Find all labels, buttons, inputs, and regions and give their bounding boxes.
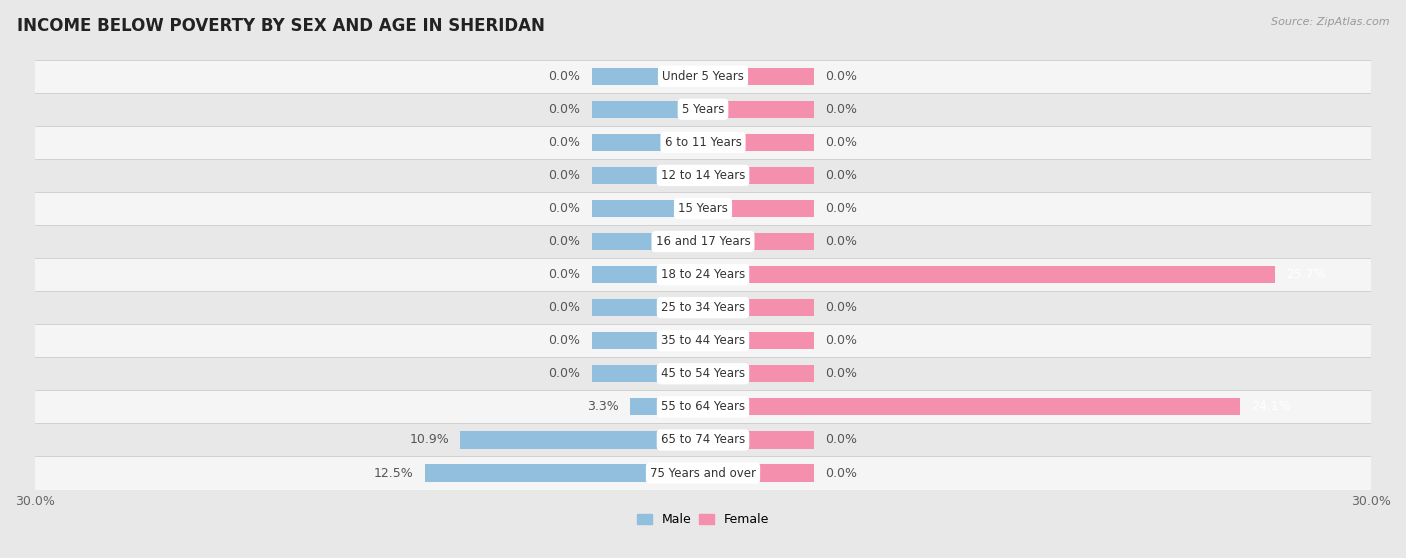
- Bar: [703, 167, 814, 184]
- Bar: [35, 93, 1371, 126]
- Bar: [35, 456, 1371, 489]
- Bar: [425, 464, 703, 482]
- Text: 10.9%: 10.9%: [409, 434, 449, 446]
- Text: 55 to 64 Years: 55 to 64 Years: [661, 401, 745, 413]
- Bar: [35, 357, 1371, 391]
- Bar: [35, 391, 1371, 424]
- Bar: [703, 332, 814, 349]
- Bar: [703, 266, 1275, 283]
- Text: 45 to 54 Years: 45 to 54 Years: [661, 367, 745, 381]
- Bar: [703, 464, 814, 482]
- Bar: [592, 100, 703, 118]
- Bar: [592, 200, 703, 217]
- Bar: [35, 225, 1371, 258]
- Bar: [592, 332, 703, 349]
- Text: 3.3%: 3.3%: [586, 401, 619, 413]
- Bar: [703, 200, 814, 217]
- Bar: [592, 167, 703, 184]
- Text: 0.0%: 0.0%: [548, 334, 581, 347]
- Bar: [35, 424, 1371, 456]
- Text: 25 to 34 Years: 25 to 34 Years: [661, 301, 745, 314]
- Bar: [592, 365, 703, 382]
- Text: 0.0%: 0.0%: [548, 202, 581, 215]
- Text: Source: ZipAtlas.com: Source: ZipAtlas.com: [1271, 17, 1389, 27]
- Bar: [35, 192, 1371, 225]
- Text: 0.0%: 0.0%: [825, 301, 858, 314]
- Bar: [703, 68, 814, 85]
- Text: 0.0%: 0.0%: [825, 434, 858, 446]
- Text: Under 5 Years: Under 5 Years: [662, 70, 744, 83]
- Bar: [703, 233, 814, 250]
- Text: 0.0%: 0.0%: [825, 466, 858, 479]
- Bar: [35, 258, 1371, 291]
- Text: 75 Years and over: 75 Years and over: [650, 466, 756, 479]
- Text: 25.7%: 25.7%: [1286, 268, 1326, 281]
- Text: 0.0%: 0.0%: [825, 70, 858, 83]
- Text: 0.0%: 0.0%: [548, 235, 581, 248]
- Text: 0.0%: 0.0%: [548, 367, 581, 381]
- Bar: [703, 365, 814, 382]
- Bar: [35, 159, 1371, 192]
- Text: 0.0%: 0.0%: [825, 103, 858, 116]
- Legend: Male, Female: Male, Female: [637, 513, 769, 526]
- Text: 0.0%: 0.0%: [548, 103, 581, 116]
- Bar: [592, 299, 703, 316]
- Bar: [592, 68, 703, 85]
- Text: 0.0%: 0.0%: [548, 301, 581, 314]
- Bar: [630, 398, 703, 416]
- Bar: [35, 324, 1371, 357]
- Text: 24.1%: 24.1%: [1251, 401, 1291, 413]
- Bar: [703, 134, 814, 151]
- Bar: [35, 291, 1371, 324]
- Bar: [703, 398, 1240, 416]
- Bar: [703, 100, 814, 118]
- Text: 6 to 11 Years: 6 to 11 Years: [665, 136, 741, 149]
- Text: 12 to 14 Years: 12 to 14 Years: [661, 169, 745, 182]
- Text: 15 Years: 15 Years: [678, 202, 728, 215]
- Text: 5 Years: 5 Years: [682, 103, 724, 116]
- Bar: [592, 266, 703, 283]
- Bar: [35, 126, 1371, 159]
- Bar: [460, 431, 703, 449]
- Text: 18 to 24 Years: 18 to 24 Years: [661, 268, 745, 281]
- Text: 65 to 74 Years: 65 to 74 Years: [661, 434, 745, 446]
- Bar: [35, 60, 1371, 93]
- Text: 0.0%: 0.0%: [825, 202, 858, 215]
- Text: 16 and 17 Years: 16 and 17 Years: [655, 235, 751, 248]
- Bar: [703, 431, 814, 449]
- Text: 0.0%: 0.0%: [548, 136, 581, 149]
- Text: 0.0%: 0.0%: [825, 169, 858, 182]
- Bar: [592, 134, 703, 151]
- Text: 0.0%: 0.0%: [825, 235, 858, 248]
- Bar: [592, 233, 703, 250]
- Text: 0.0%: 0.0%: [548, 268, 581, 281]
- Text: 12.5%: 12.5%: [374, 466, 413, 479]
- Text: 0.0%: 0.0%: [825, 334, 858, 347]
- Text: INCOME BELOW POVERTY BY SEX AND AGE IN SHERIDAN: INCOME BELOW POVERTY BY SEX AND AGE IN S…: [17, 17, 544, 35]
- Text: 0.0%: 0.0%: [548, 70, 581, 83]
- Bar: [703, 299, 814, 316]
- Text: 0.0%: 0.0%: [825, 367, 858, 381]
- Text: 0.0%: 0.0%: [825, 136, 858, 149]
- Text: 35 to 44 Years: 35 to 44 Years: [661, 334, 745, 347]
- Text: 0.0%: 0.0%: [548, 169, 581, 182]
